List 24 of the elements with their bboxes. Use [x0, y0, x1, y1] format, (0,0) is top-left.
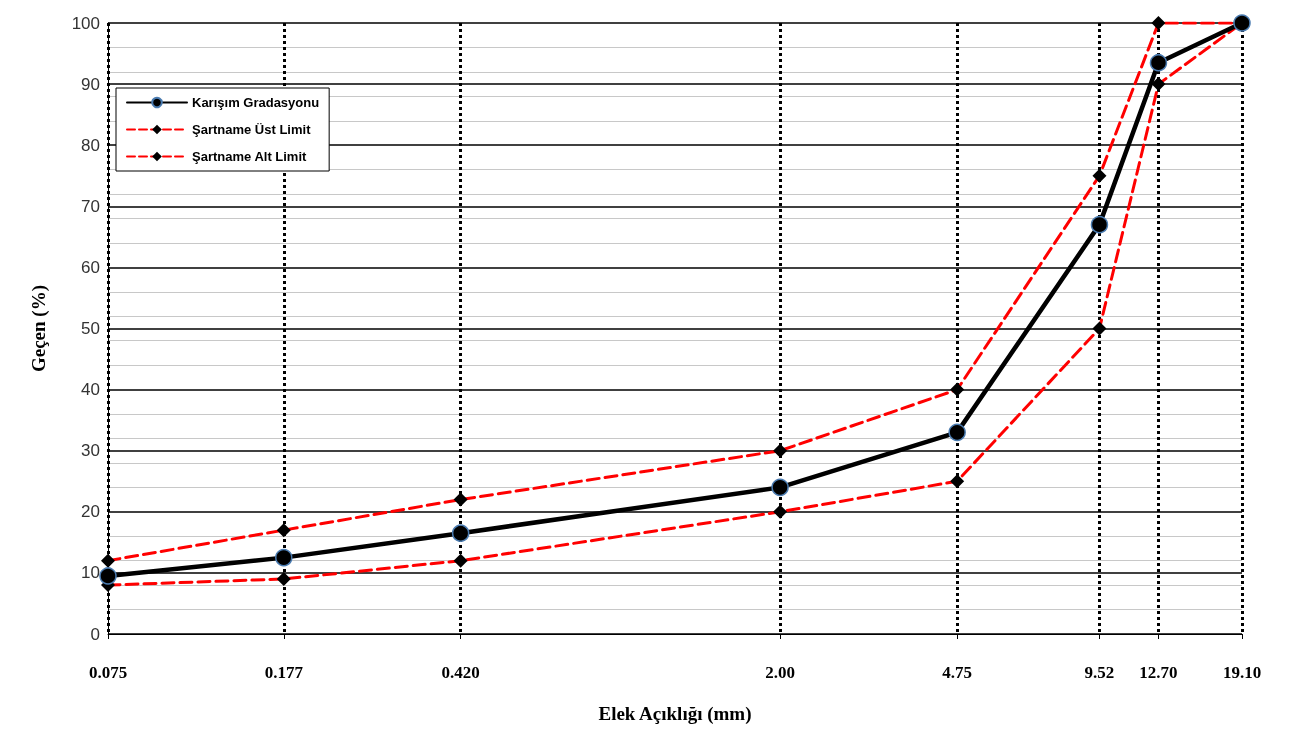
y-tick-label: 100 — [71, 13, 100, 33]
x-tick-label: 0.177 — [264, 663, 304, 682]
legend-label: Şartname Üst Limit — [192, 122, 312, 137]
y-tick-label: 30 — [81, 441, 100, 461]
y-tick-label: 70 — [81, 196, 100, 216]
y-tick-label: 50 — [81, 319, 100, 338]
legend-label: Şartname Alt Limit — [192, 149, 308, 164]
y-tick-label: 80 — [81, 135, 100, 155]
y-tick-label: 20 — [81, 502, 100, 522]
y-tick-label: 0 — [90, 624, 100, 644]
x-tick-label: 12.70 — [1139, 663, 1178, 682]
x-tick-label: 19.10 — [1222, 663, 1262, 682]
x-tick-label: 4.75 — [942, 663, 973, 682]
x-tick-label: 9.52 — [1084, 663, 1115, 682]
y-tick-label: 60 — [81, 257, 100, 277]
x-tick-label: 0.420 — [441, 663, 480, 682]
legend-label: Karışım Gradasyonu — [192, 95, 320, 110]
y-tick-label: 10 — [81, 563, 100, 583]
y-tick-label: 90 — [81, 74, 100, 94]
x-tick-label: 2.00 — [765, 663, 795, 682]
y-tick-label: 40 — [81, 380, 100, 400]
x-tick-label: 0.075 — [88, 663, 128, 682]
x-axis-title: Elek Açıklığı (mm) — [598, 703, 752, 725]
y-axis-title: Geçen (%) — [28, 284, 50, 373]
